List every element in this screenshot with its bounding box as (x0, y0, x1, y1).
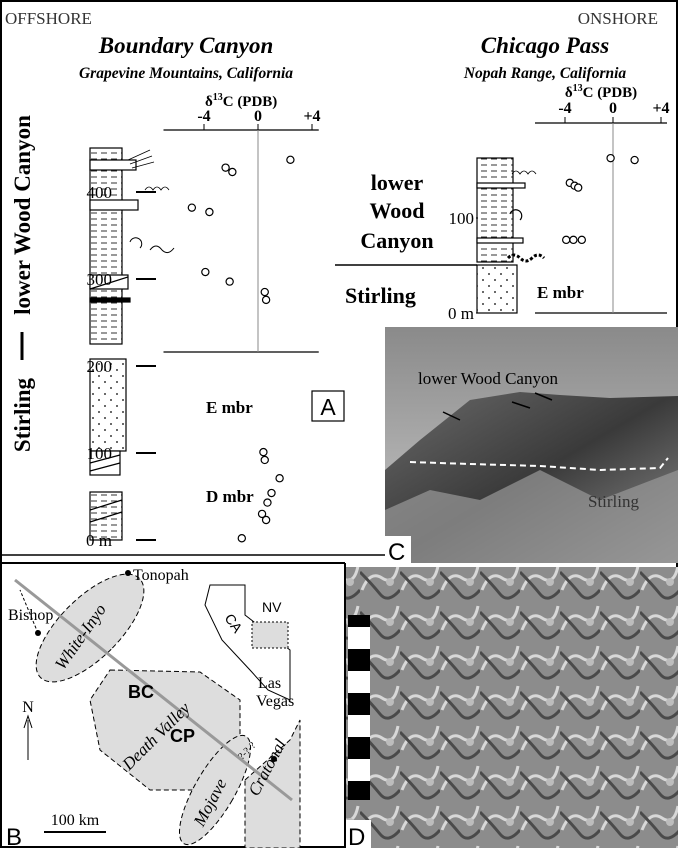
strat-column (90, 148, 174, 540)
data-point (570, 236, 577, 243)
offshore: OFFSHORE (5, 9, 92, 28)
chart-subtitle: Nopah Range, California (463, 65, 627, 82)
unit-label: Stirling (10, 377, 35, 452)
x-label-part: δ (565, 85, 573, 101)
onshore: ONSHORE (578, 9, 658, 28)
y-tick-label: 300 (87, 270, 113, 289)
data-point (229, 168, 236, 175)
y-tick-label: 0 m (448, 304, 474, 323)
panel-label: C (388, 539, 405, 566)
data-point (188, 204, 195, 211)
member-label: E mbr (206, 398, 253, 417)
map-town: Tonopah (133, 567, 189, 584)
unit-label: lower (371, 170, 424, 195)
x-label-part: 13 (573, 83, 583, 94)
x-tick-label: -4 (197, 108, 210, 125)
photo-label: lower Wood Canyon (418, 369, 558, 388)
data-point (261, 456, 268, 463)
photo-c (385, 327, 678, 563)
y-tick-label: 200 (87, 357, 113, 376)
chart-subtitle: Grapevine Mountains, California (79, 65, 293, 82)
unit-label: Canyon (360, 228, 433, 253)
data-point (202, 268, 209, 275)
member-label: D mbr (206, 487, 254, 506)
strat-column (477, 158, 544, 313)
data-point (631, 156, 638, 163)
y-tick-label: 400 (87, 183, 113, 202)
member-label: E mbr (537, 283, 584, 302)
data-point (607, 155, 614, 162)
x-label-part: 13 (213, 92, 223, 103)
x-axis-label: δ13C (PDB) (205, 92, 277, 110)
x-tick-label: 0 (254, 108, 262, 125)
panel-label: D (348, 824, 365, 848)
x-label-part: C (PDB) (583, 85, 638, 101)
map-scale: 100 km (51, 812, 100, 829)
unit-label: Stirling (345, 283, 416, 308)
y-tick-label: 100 (87, 444, 113, 463)
map-site: BC (128, 682, 154, 702)
figure: OFFSHORE ONSHORE lower Wood Canyon Stirl… (0, 0, 678, 848)
data-point (563, 236, 570, 243)
map (0, 555, 385, 848)
panel-label: B (6, 824, 22, 848)
map-town: Las (258, 675, 281, 692)
unit-label: lower Wood Canyon (10, 115, 35, 315)
panel-label: A (320, 394, 336, 420)
x-axis-label: δ13C (PDB) (565, 83, 637, 101)
chart-title: Chicago Pass (481, 33, 609, 58)
y-tick-label: 0 m (86, 531, 112, 550)
data-point (226, 278, 233, 285)
data-point (268, 489, 275, 496)
photo-d (345, 567, 678, 848)
data-point (276, 475, 283, 482)
data-point (263, 516, 270, 523)
data-point (261, 288, 268, 295)
chart-title: Boundary Canyon (98, 33, 273, 58)
data-point (578, 236, 585, 243)
x-tick-label: +4 (652, 100, 669, 117)
y-tick-label: 100 (449, 209, 475, 228)
data-point (260, 449, 267, 456)
map-north: N (22, 699, 34, 716)
data-point (222, 164, 229, 171)
data-point (206, 208, 213, 215)
data-point (287, 156, 294, 163)
data-point (238, 535, 245, 542)
x-label-part: C (PDB) (223, 94, 278, 110)
photo-label: Stirling (588, 492, 640, 511)
map-town: Vegas (256, 693, 294, 710)
data-point (575, 184, 582, 191)
x-tick-label: -4 (558, 100, 571, 117)
unit-label: Wood (369, 198, 424, 223)
data-point (263, 296, 270, 303)
map-town: Bishop (8, 607, 53, 624)
map-site: CP (170, 726, 195, 746)
map-state: NV (262, 599, 282, 615)
x-tick-label: 0 (609, 100, 617, 117)
data-point (264, 499, 271, 506)
x-tick-label: +4 (303, 108, 320, 125)
